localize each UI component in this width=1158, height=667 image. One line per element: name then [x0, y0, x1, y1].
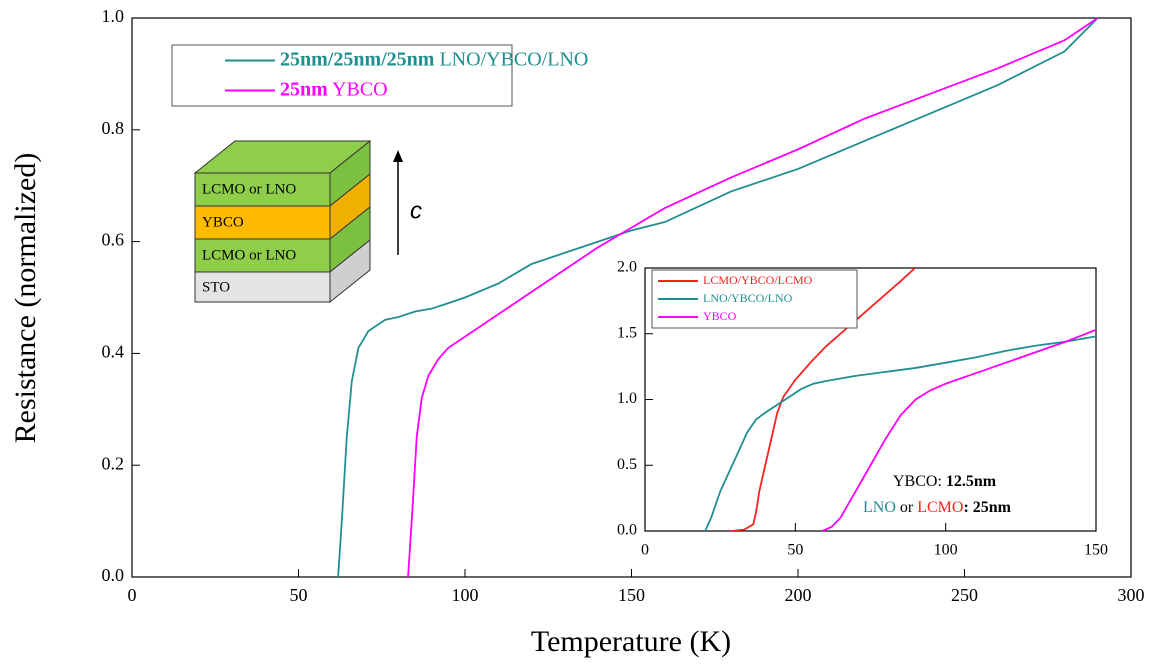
layer-label: LCMO or LNO	[202, 247, 296, 263]
legend-label: LNO/YBCO/LNO	[703, 291, 793, 305]
legend-label: 25nm/25nm/25nm LNO/YBCO/LNO	[280, 48, 588, 70]
y-axis-label: Resistance (normalized)	[9, 153, 42, 444]
x-tick-label: 250	[951, 585, 978, 605]
annotation-part: or	[896, 499, 917, 516]
legend-label: 25nm YBCO	[280, 78, 388, 100]
x-tick-label: 150	[1084, 542, 1108, 559]
x-tick-label: 300	[1118, 585, 1145, 605]
arrow-head	[393, 150, 403, 162]
x-axis-label: Temperature (K)	[531, 625, 731, 658]
y-tick-label: 2.0	[617, 259, 637, 276]
series-line	[821, 328, 1096, 531]
annotation-part: LNO	[863, 499, 896, 516]
x-tick-label: 0	[641, 542, 649, 559]
layer	[194, 238, 331, 273]
annotation-part: : 25nm	[963, 499, 1011, 516]
series-line	[337, 18, 1099, 577]
x-tick-label: 150	[618, 585, 645, 605]
layer-label: LCMO or LNO	[202, 181, 296, 197]
layer	[194, 172, 331, 207]
layer-diagram: LCMO or LNO YBCO LCMO or LNO STO c	[193, 139, 422, 304]
x-tick-label: 50	[290, 585, 308, 605]
layer-label: STO	[202, 279, 230, 295]
layer-label: YBCO	[202, 214, 244, 230]
x-tick-label: 200	[785, 585, 812, 605]
annotation: YBCO: 12.5nm	[893, 473, 997, 490]
y-tick-label: 0.5	[617, 456, 637, 473]
annotation-part: 12.5nm	[946, 473, 997, 490]
series-line	[732, 268, 916, 531]
y-tick-label: 0.0	[617, 522, 637, 539]
y-tick-label: 0.6	[102, 230, 125, 250]
x-tick-label: 100	[934, 542, 958, 559]
legend-label: LCMO/YBCO/LCMO	[703, 273, 813, 287]
y-tick-label: 0.4	[102, 342, 125, 362]
annotation-part: LCMO	[917, 499, 963, 516]
legend-box	[171, 44, 513, 107]
y-tick-label: 0.2	[102, 453, 125, 473]
y-tick-label: 0.0	[102, 565, 125, 585]
annotation-part: YBCO:	[893, 473, 946, 490]
y-tick-label: 0.8	[102, 118, 125, 138]
x-tick-label: 100	[452, 585, 479, 605]
x-tick-label: 0	[128, 585, 137, 605]
annotation: LNO or LCMO: 25nm	[863, 499, 1012, 516]
legend-label: YBCO	[703, 309, 737, 323]
x-tick-label: 50	[787, 542, 803, 559]
y-tick-label: 1.0	[617, 390, 637, 407]
c-axis-label: c	[410, 197, 422, 224]
layer	[194, 271, 331, 303]
series-line	[407, 18, 1099, 577]
layer	[194, 205, 331, 240]
y-tick-label: 1.0	[102, 6, 125, 26]
y-tick-label: 1.5	[617, 324, 637, 341]
series-line	[704, 335, 1096, 531]
